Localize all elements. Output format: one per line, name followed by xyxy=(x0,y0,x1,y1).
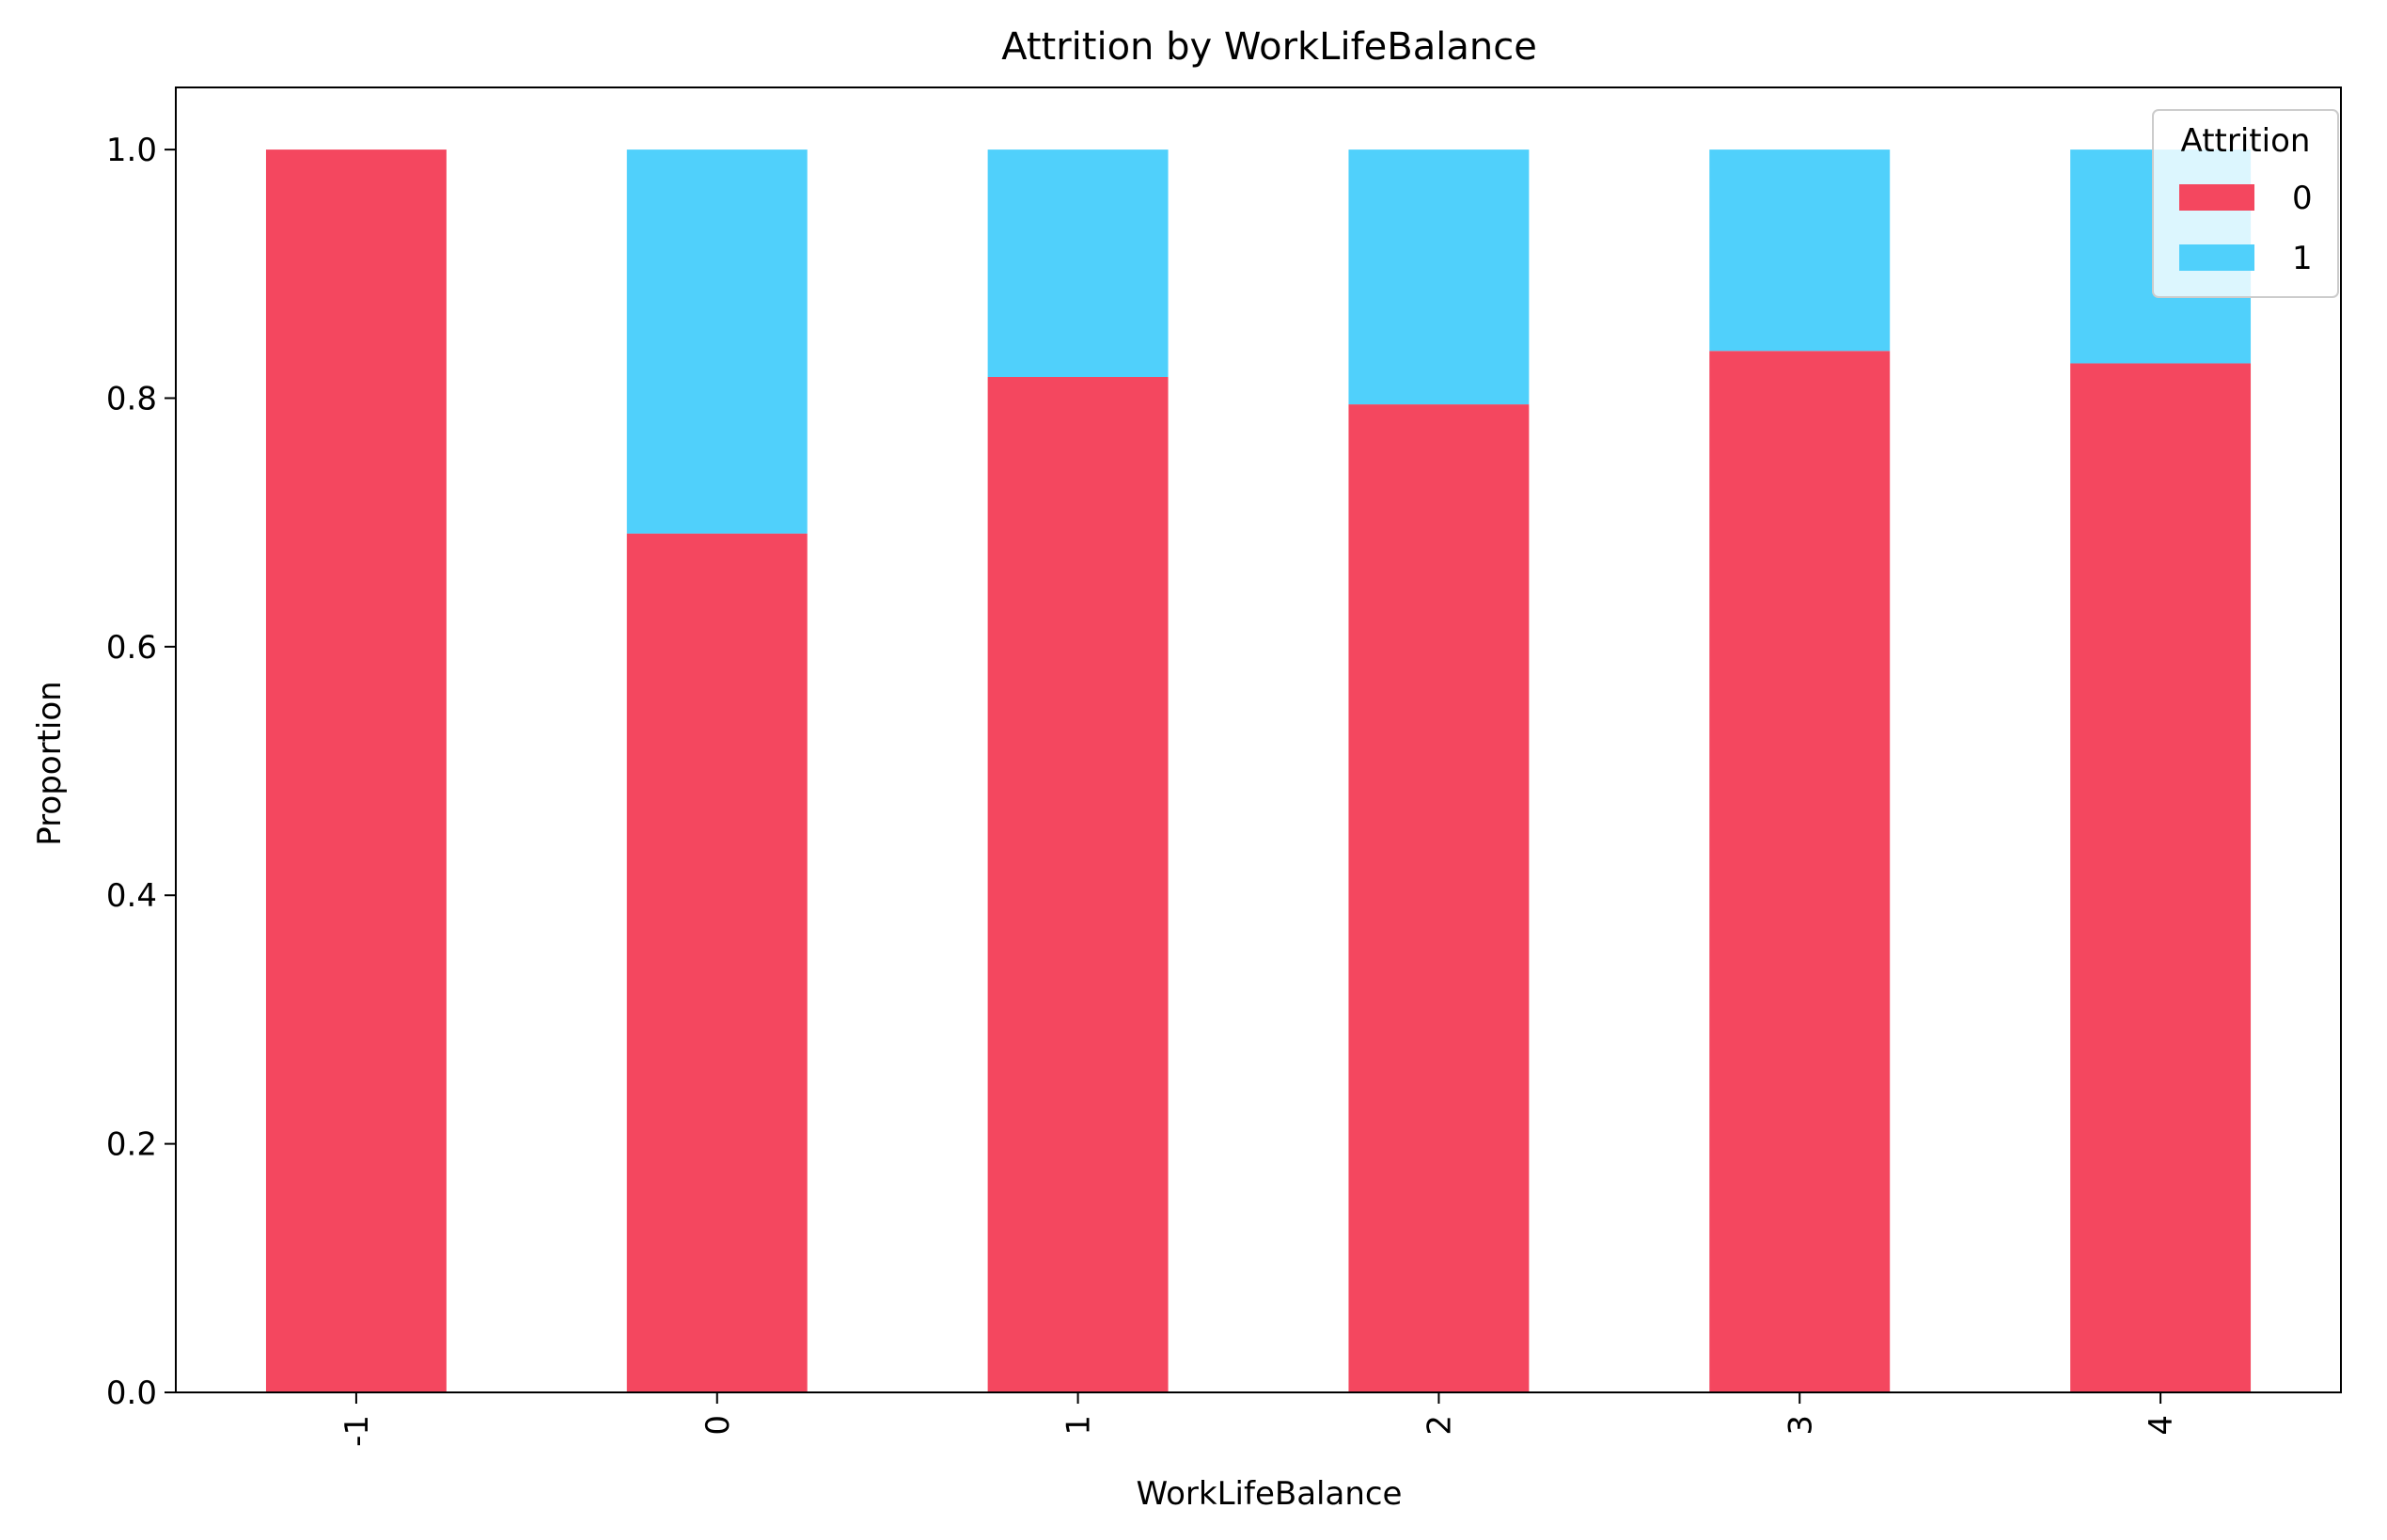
plot-frame xyxy=(175,86,2342,1393)
legend-label-1: 1 xyxy=(2292,240,2313,277)
bar-3-series-0 xyxy=(1709,351,1891,1393)
legend-label-0: 0 xyxy=(2292,180,2313,217)
y-tick-label: 0.0 xyxy=(106,1375,157,1412)
legend: Attrition 0 1 xyxy=(2152,109,2339,298)
legend-swatch-0 xyxy=(2179,184,2254,211)
bar--1-series-0 xyxy=(265,149,447,1393)
y-tick-label: 0.6 xyxy=(106,629,157,667)
x-tick-label: 3 xyxy=(1782,1415,1819,1436)
y-tick-label: 0.8 xyxy=(106,380,157,417)
bar-1-series-0 xyxy=(987,377,1169,1393)
y-axis-label: Proportion xyxy=(31,681,69,845)
bar-3-series-1 xyxy=(1709,149,1891,352)
y-tick-label: 1.0 xyxy=(106,132,157,169)
chart-title: Attrition by WorkLifeBalance xyxy=(1001,25,1537,69)
x-tick-label: 4 xyxy=(2143,1415,2180,1436)
y-tick-label: 0.4 xyxy=(106,877,157,915)
x-axis-label: WorkLifeBalance xyxy=(1137,1475,1403,1513)
legend-swatch-1 xyxy=(2179,244,2254,271)
bars-layer xyxy=(265,149,2252,1393)
legend-title: Attrition xyxy=(2181,122,2311,160)
bar-1-series-1 xyxy=(987,149,1169,378)
bar-2-series-0 xyxy=(1348,404,1530,1393)
x-tick-label: -1 xyxy=(338,1415,376,1447)
x-tick-label: 2 xyxy=(1421,1415,1458,1436)
bar-2-series-1 xyxy=(1348,149,1530,405)
bar-0-series-1 xyxy=(626,149,808,534)
y-tick-label: 0.2 xyxy=(106,1126,157,1164)
x-tick-label: 1 xyxy=(1060,1415,1098,1436)
bar-4-series-0 xyxy=(2070,363,2252,1392)
x-tick-label: 0 xyxy=(699,1415,737,1436)
bar-0-series-0 xyxy=(626,533,808,1392)
axes: 0.0 0.2 0.4 0.6 0.8 1.0 -1 0 1 2 3 4 xyxy=(106,86,2342,1447)
